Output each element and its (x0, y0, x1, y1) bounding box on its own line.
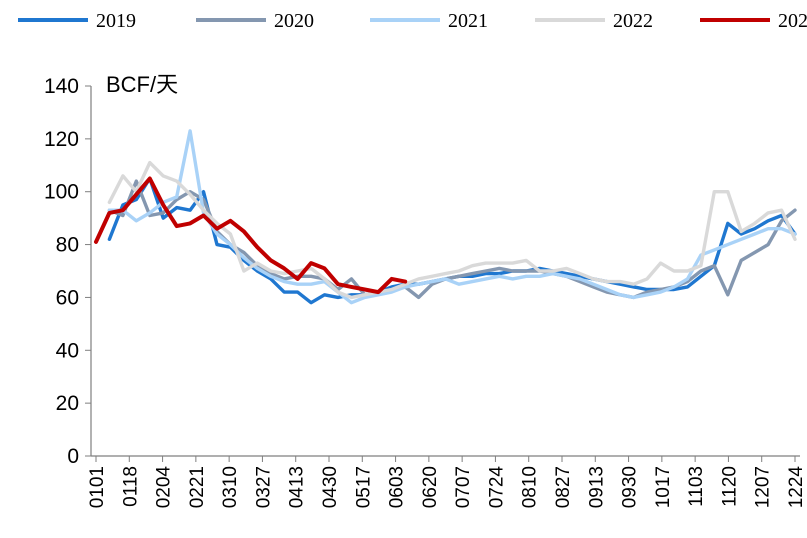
legend-label: 2022 (613, 10, 653, 32)
x-tick-label: 0310 (220, 466, 241, 508)
series-lines (94, 129, 797, 305)
legend-item-2020: 2020 (196, 10, 314, 32)
x-tick-label: 0327 (253, 466, 274, 508)
x-tick-label: 0620 (420, 466, 441, 508)
x-tick-label: 0707 (453, 466, 474, 508)
x-tick-label: 1017 (653, 466, 674, 508)
legend-item-2021: 2021 (370, 10, 488, 32)
y-tick-label: 100 (44, 181, 79, 204)
y-tick-label: 80 (56, 234, 79, 257)
x-tick-label: 0118 (120, 466, 141, 507)
x-tick-label: 0827 (553, 466, 574, 508)
y-tick-label: 0 (67, 445, 79, 468)
x-tick-label: 0913 (586, 466, 607, 508)
x-tick-label: 0101 (87, 466, 108, 508)
unit-label: BCF/天 (106, 72, 178, 97)
axes: 0 20 40 60 80 100 120 140 0101 0118 0204 0221 0310 03… (44, 75, 807, 508)
y-tick-label: 60 (56, 286, 79, 309)
legend: 2019 2020 2021 2022 2023 (18, 10, 807, 32)
x-tick-label: 1207 (753, 466, 774, 508)
x-tick-label: 0221 (187, 466, 208, 508)
x-tick-label: 0724 (486, 466, 507, 509)
legend-label: 2023 (778, 10, 807, 32)
legend-label: 2021 (448, 10, 488, 32)
x-tick-label: 1103 (686, 466, 707, 507)
series-line-2023 (94, 176, 408, 295)
series-line-2022 (107, 160, 797, 300)
x-tick-label: 0413 (287, 466, 308, 508)
series-line-2021 (107, 129, 797, 305)
legend-item-2023: 2023 (700, 10, 807, 32)
y-tick-label: 40 (56, 339, 79, 362)
x-tick-label: 0517 (353, 466, 374, 508)
x-tick-label: 0810 (520, 466, 541, 508)
legend-item-2022: 2022 (535, 10, 653, 32)
x-tick-label: 1120 (719, 466, 740, 507)
y-tick-label: 120 (44, 128, 79, 151)
x-tick-label: 1224 (786, 466, 807, 509)
legend-label: 2020 (274, 10, 314, 32)
x-tick-label: 0430 (320, 466, 341, 508)
x-tick-label: 0930 (620, 466, 641, 508)
y-tick-label: 140 (44, 75, 79, 98)
legend-item-2019: 2019 (18, 10, 136, 32)
y-tick-label: 20 (56, 392, 79, 415)
x-tick-label: 0603 (387, 466, 408, 508)
legend-label: 2019 (96, 10, 136, 32)
x-tick-label: 0204 (154, 466, 175, 509)
series-line-2019 (107, 176, 797, 305)
